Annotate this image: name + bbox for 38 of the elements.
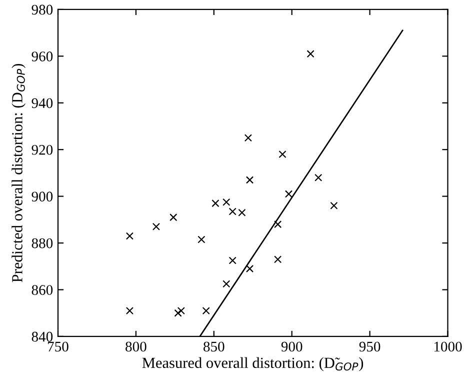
point: [202, 306, 210, 315]
point: [126, 232, 134, 240]
y-tick-label: 920: [32, 144, 53, 155]
y-tick-label: 960: [32, 52, 53, 62]
point: [330, 202, 338, 210]
point: [222, 198, 230, 206]
x-tick-label: 950: [359, 342, 380, 352]
y-tick-label: 840: [32, 332, 53, 342]
y-tick-label: 900: [32, 192, 53, 202]
x-tick-label: 900: [281, 342, 302, 352]
point: [314, 174, 322, 182]
point: [177, 306, 185, 315]
point: [278, 150, 286, 158]
point: [228, 256, 236, 264]
x-axis-title: Measured overall distortion: (D̃$_{GOP}$): [142, 357, 364, 372]
point: [126, 306, 134, 315]
point: [284, 190, 293, 198]
y-axis-title: Predicted overall distortion: (D$_{GOP}$): [12, 64, 26, 282]
point: [170, 213, 178, 222]
point: [246, 264, 254, 273]
y-tick-label: 940: [32, 98, 53, 108]
point: [274, 220, 282, 228]
point: [174, 309, 182, 317]
point: [274, 256, 282, 264]
x-tick-label: 800: [126, 342, 146, 352]
x-tick-label: 1000: [434, 342, 462, 352]
x-tick-label: 850: [204, 342, 224, 352]
point: [246, 176, 254, 184]
point: [152, 222, 160, 230]
y-tick-label: 860: [32, 285, 53, 295]
y-tick-label: 980: [32, 4, 53, 15]
point: [306, 50, 314, 58]
point: [212, 199, 220, 208]
point: [198, 236, 206, 244]
y-tick-label: 880: [32, 238, 53, 248]
point: [222, 280, 230, 288]
point: [244, 134, 252, 142]
x-tick-label: 750: [48, 342, 68, 352]
